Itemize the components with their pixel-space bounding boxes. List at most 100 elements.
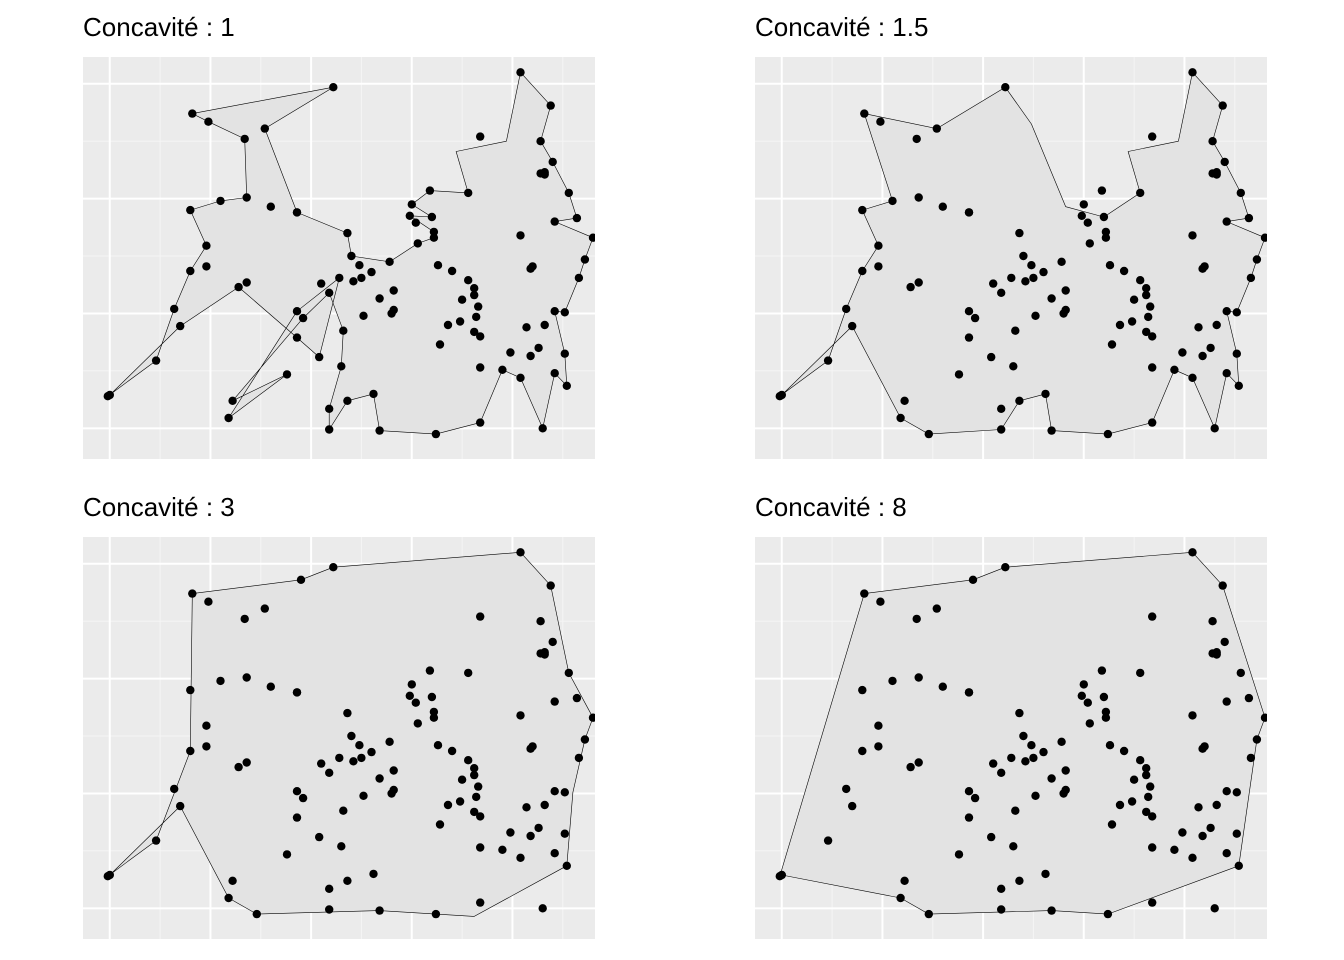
data-point: [435, 820, 445, 829]
data-point: [1136, 188, 1145, 198]
data-point: [564, 668, 573, 678]
data-point: [1119, 266, 1129, 276]
data-point: [1178, 348, 1187, 357]
data-point: [411, 698, 420, 707]
data-point: [550, 787, 559, 796]
data-point: [1260, 233, 1267, 242]
data-point: [914, 758, 923, 767]
data-point: [429, 227, 439, 237]
data-point: [1015, 396, 1024, 405]
data-point: [476, 898, 485, 907]
data-point: [1148, 843, 1157, 852]
data-point: [900, 396, 909, 405]
data-point: [1101, 707, 1111, 717]
data-point: [888, 196, 897, 206]
data-point: [349, 757, 358, 766]
data-point: [202, 721, 211, 730]
data-point: [1244, 693, 1254, 703]
data-point: [522, 323, 531, 332]
data-point: [325, 425, 334, 434]
data-point: [914, 278, 923, 287]
data-point: [216, 676, 225, 686]
data-point: [1142, 764, 1151, 773]
data-point: [580, 735, 590, 744]
data-point: [435, 340, 445, 349]
data-point: [296, 575, 306, 584]
data-point: [560, 308, 569, 317]
data-point: [987, 352, 996, 362]
data-point: [932, 124, 941, 133]
data-point: [526, 351, 535, 361]
data-point: [1144, 792, 1153, 802]
data-point: [1170, 845, 1179, 854]
data-point: [1246, 273, 1256, 283]
data-point: [387, 309, 396, 318]
data-point: [431, 909, 441, 919]
panel-title-3: Concavité : 3: [83, 492, 235, 522]
data-point: [455, 317, 465, 326]
data-point: [1059, 309, 1068, 318]
data-point: [470, 770, 479, 780]
data-point: [1144, 312, 1153, 322]
data-point: [335, 273, 344, 283]
data-point: [252, 909, 261, 919]
data-point: [476, 418, 485, 427]
data-point: [997, 905, 1006, 914]
data-point: [329, 83, 338, 92]
data-point: [407, 680, 416, 689]
data-point: [912, 134, 921, 144]
data-point: [560, 829, 569, 838]
data-point: [1188, 68, 1197, 77]
data-point: [1136, 276, 1145, 285]
data-point: [317, 759, 326, 768]
data-point: [457, 295, 467, 304]
data-point: [292, 813, 302, 822]
data-point: [325, 884, 334, 893]
data-point: [151, 836, 161, 845]
data-point: [1119, 746, 1129, 756]
data-point: [387, 789, 396, 798]
data-point: [413, 719, 422, 728]
data-point: [385, 737, 394, 746]
data-point: [1212, 320, 1221, 330]
data-point: [906, 282, 915, 292]
data-point: [425, 186, 435, 195]
data-point: [1107, 820, 1117, 829]
data-point: [1129, 775, 1139, 784]
data-point: [1077, 211, 1086, 220]
data-point: [1148, 898, 1157, 907]
data-point: [443, 800, 453, 810]
data-point: [888, 676, 897, 686]
data-point: [550, 217, 559, 226]
data-point: [1178, 828, 1187, 837]
data-point: [429, 233, 439, 242]
data-point: [103, 872, 112, 881]
data-point: [842, 304, 851, 314]
data-point: [282, 370, 292, 379]
data-point: [186, 746, 195, 756]
data-point: [1039, 267, 1048, 277]
data-point: [989, 279, 998, 288]
data-point: [516, 373, 525, 382]
data-point: [1061, 286, 1070, 295]
data-point: [369, 389, 378, 399]
data-point: [447, 746, 457, 756]
data-point: [411, 218, 420, 227]
data-point: [242, 193, 251, 202]
data-point: [335, 753, 344, 763]
data-point: [1246, 753, 1256, 763]
data-point: [1142, 327, 1151, 337]
data-point: [548, 637, 557, 647]
data-point: [1103, 909, 1113, 919]
data-point: [1057, 257, 1066, 266]
data-point: [242, 673, 251, 682]
data-point: [900, 876, 909, 885]
data-point: [359, 311, 368, 320]
data-point: [1007, 273, 1016, 283]
data-point: [1041, 389, 1050, 399]
data-point: [292, 307, 302, 316]
data-point: [1099, 692, 1109, 702]
data-point: [997, 288, 1006, 297]
data-point: [1027, 741, 1036, 750]
data-point: [1127, 317, 1137, 326]
